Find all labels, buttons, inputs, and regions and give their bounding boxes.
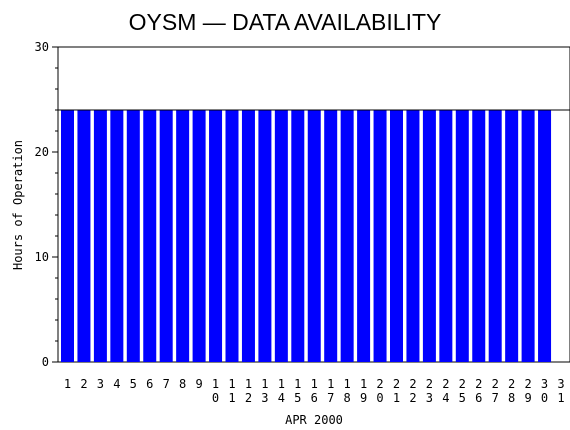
bar — [274, 110, 288, 362]
bar — [77, 110, 91, 362]
bar — [225, 110, 239, 362]
bar — [422, 110, 436, 362]
bar — [192, 110, 206, 362]
bar — [241, 110, 255, 362]
y-tick-label: 20 — [35, 145, 49, 159]
bar — [472, 110, 486, 362]
y-tick-label: 10 — [35, 250, 49, 264]
x-axis-label: APR 2000 — [285, 413, 343, 427]
bar — [209, 110, 223, 362]
bar — [406, 110, 420, 362]
bar — [258, 110, 272, 362]
bars-group — [61, 110, 552, 362]
x-tick-label: 5 — [130, 377, 137, 391]
bar — [126, 110, 140, 362]
x-tick-label: 9 — [195, 377, 202, 391]
y-axis: 0 10 20 30 — [35, 40, 58, 369]
bar — [521, 110, 535, 362]
bar — [340, 110, 354, 362]
x-tick-labels: 1 2 3 4 5 6 7 8 9 1 01 11 21 31 41 51 61 71 81 92 02 12 22 32 42… — [64, 377, 565, 405]
bar — [93, 110, 107, 362]
bar — [455, 110, 469, 362]
bar — [357, 110, 371, 362]
bar — [390, 110, 403, 362]
bar — [159, 110, 173, 362]
bar — [143, 110, 157, 362]
bar — [291, 110, 305, 362]
bar — [488, 110, 502, 362]
x-tick-label: 2 — [80, 377, 87, 391]
bar — [324, 110, 338, 362]
bar — [110, 110, 124, 362]
x-tick-label: 1 — [64, 377, 71, 391]
x-tick-label: 6 — [146, 377, 153, 391]
bar — [176, 110, 190, 362]
y-tick-label: 30 — [35, 40, 49, 54]
y-tick-label: 0 — [42, 355, 49, 369]
x-tick-label: 8 — [179, 377, 186, 391]
x-tick-label: 7 — [163, 377, 170, 391]
bar — [538, 110, 552, 362]
x-tick-label: 4 — [113, 377, 120, 391]
bar — [373, 110, 387, 362]
bar — [61, 110, 74, 362]
y-axis-label: Hours of Operation — [11, 140, 25, 270]
bar — [307, 110, 321, 362]
bar — [439, 110, 453, 362]
x-tick-label: 3 — [97, 377, 104, 391]
chart-title: OYSM — DATA AVAILABILITY — [129, 9, 442, 35]
bar — [505, 110, 519, 362]
